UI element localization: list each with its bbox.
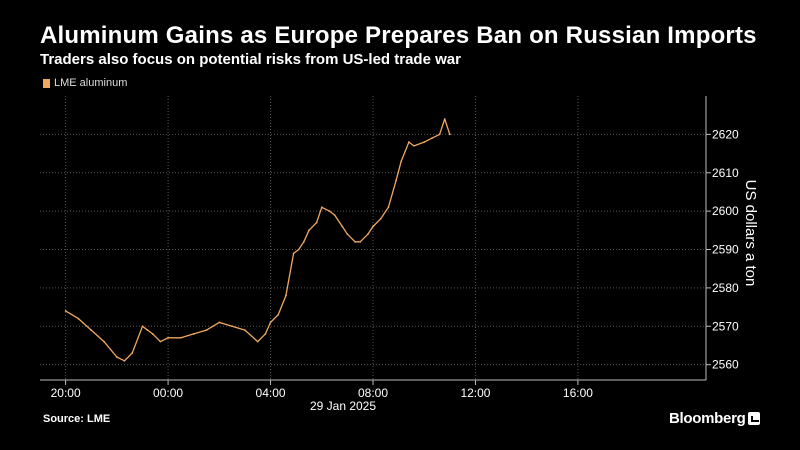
- data-point: [167, 336, 169, 339]
- x-tick-label: 16:00: [563, 386, 593, 400]
- data-point: [354, 240, 356, 243]
- data-point: [302, 240, 305, 243]
- series-line-0: [65, 118, 451, 362]
- data-point: [359, 240, 362, 243]
- bloomberg-logo: Bloomberg: [669, 410, 761, 427]
- data-point: [379, 217, 382, 220]
- data-point: [423, 141, 426, 143]
- data-point: [90, 329, 93, 332]
- data-point: [231, 325, 234, 328]
- data-point: [346, 233, 349, 236]
- x-tick-label: 12:00: [460, 386, 490, 400]
- y-tick-label: 2570: [712, 319, 739, 333]
- x-tick-label: 20:00: [51, 386, 81, 400]
- y-tick-label: 2560: [712, 358, 739, 372]
- data-point: [308, 229, 310, 232]
- data-point: [333, 214, 336, 216]
- data-point: [131, 352, 134, 355]
- data-point: [315, 221, 318, 224]
- data-point: [77, 317, 80, 320]
- chart-title: Aluminum Gains as Europe Prepares Ban on…: [40, 22, 757, 49]
- y-tick-label: 2610: [712, 166, 739, 180]
- data-point: [141, 325, 144, 328]
- data-point: [438, 133, 441, 136]
- data-point: [205, 329, 208, 332]
- data-point: [264, 333, 267, 335]
- data-point: [341, 225, 344, 228]
- data-point: [192, 333, 195, 335]
- data-point: [64, 310, 67, 312]
- data-point: [218, 321, 221, 324]
- data-point: [146, 329, 149, 332]
- data-point: [448, 133, 451, 136]
- data-point: [151, 333, 154, 335]
- data-point: [103, 340, 105, 343]
- data-point: [372, 225, 374, 228]
- data-point: [328, 210, 331, 213]
- x-tick-label: 04:00: [256, 386, 286, 400]
- data-point: [407, 141, 410, 143]
- data-point: [413, 144, 415, 147]
- data-point: [443, 118, 446, 120]
- data-point: [395, 179, 397, 182]
- legend-swatch: [43, 78, 50, 88]
- bloomberg-chart-icon: [748, 412, 761, 425]
- y-tick-label: 2580: [712, 281, 739, 295]
- data-point: [159, 340, 162, 343]
- y-axis-title: US dollars a ton: [742, 180, 759, 287]
- data-point: [244, 329, 246, 332]
- chart-subtitle: Traders also focus on potential risks fr…: [40, 51, 461, 68]
- data-point: [269, 321, 272, 324]
- y-tick-label: 2620: [712, 127, 739, 141]
- source-note: Source: LME: [43, 413, 111, 425]
- y-tick-label: 2600: [712, 204, 739, 218]
- data-point: [179, 336, 182, 339]
- data-point: [320, 206, 323, 209]
- data-point: [400, 160, 403, 163]
- y-tick-label: 2590: [712, 243, 739, 257]
- legend: LME aluminum: [43, 77, 127, 89]
- legend-label: LME aluminum: [54, 77, 128, 89]
- x-tick-label: 00:00: [153, 386, 183, 400]
- data-point: [123, 359, 126, 362]
- data-point: [387, 206, 390, 209]
- date-label: 29 Jan 2025: [310, 399, 376, 413]
- data-point: [366, 233, 369, 236]
- data-point: [431, 137, 433, 140]
- data-point: [277, 313, 280, 316]
- data-point: [285, 294, 287, 297]
- data-point: [256, 340, 259, 343]
- data-point: [297, 248, 300, 251]
- brand-name: Bloomberg: [669, 410, 746, 427]
- x-tick-label: 08:00: [358, 386, 388, 400]
- data-point: [115, 356, 118, 358]
- data-point: [292, 252, 295, 255]
